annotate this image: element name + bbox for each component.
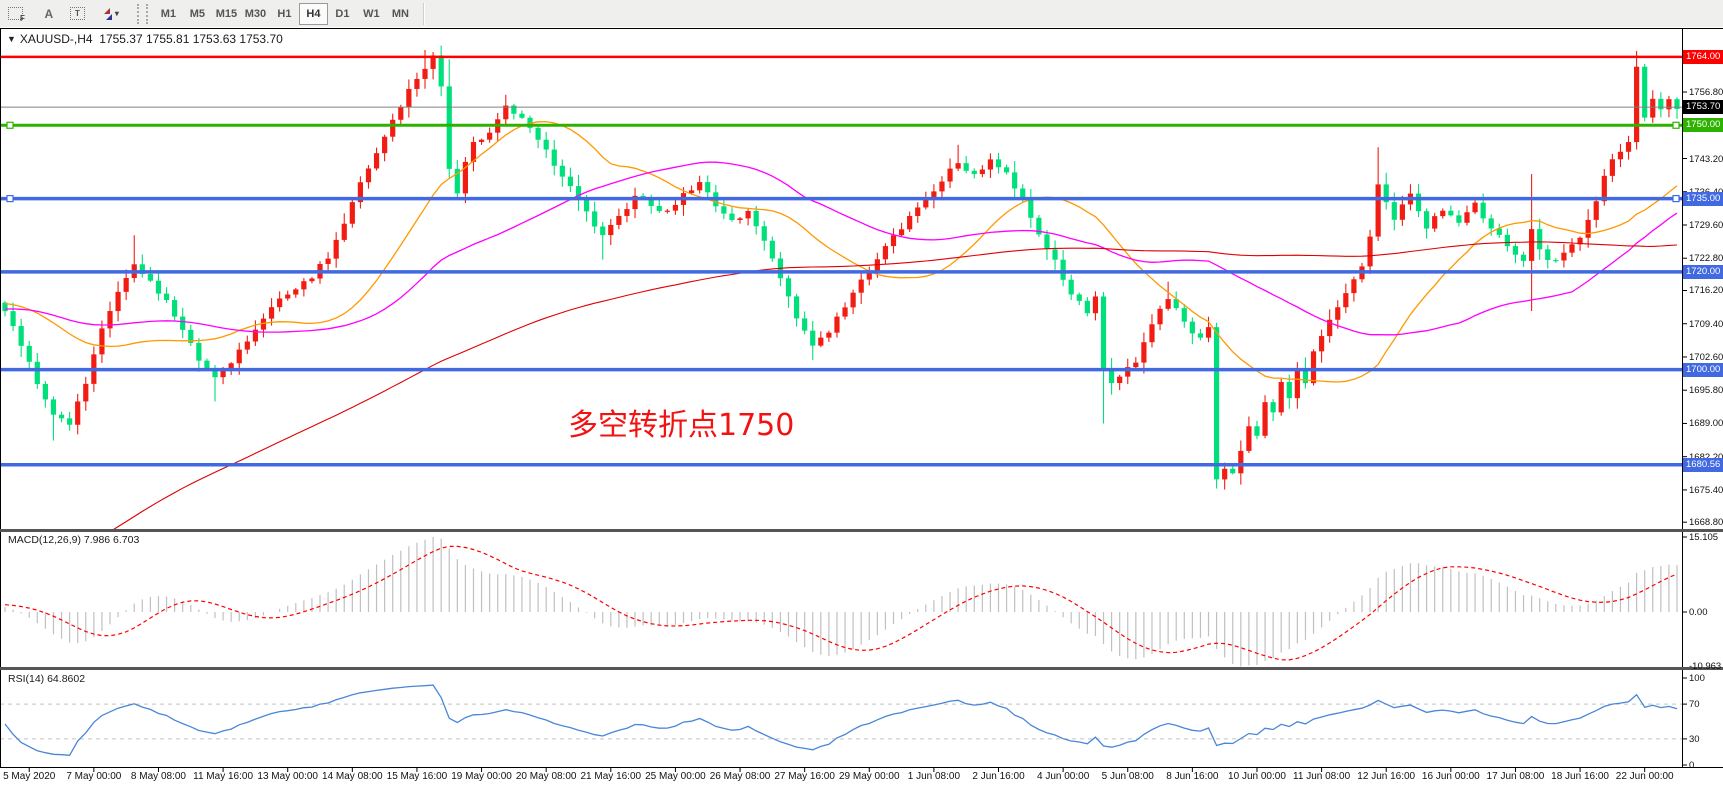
time-label: 12 Jun 16:00 (1357, 771, 1416, 782)
axis-label: 0 (1689, 760, 1695, 771)
timeframe-MN[interactable]: MN (391, 7, 409, 20)
ma-slow-line (111, 241, 1678, 530)
price-badge: 1735.00 (1683, 191, 1723, 206)
axis-label: 1668.80 (1689, 517, 1723, 529)
chart-canvas[interactable] (0, 28, 1723, 774)
axis-label: 15.105 (1689, 532, 1719, 543)
time-axis[interactable]: 5 May 2020 7 May 00:00 8 May 08:00 11 May 1… (0, 770, 1723, 786)
time-label: 21 May 16:00 (580, 771, 642, 782)
time-label: 11 May 16:00 (193, 771, 254, 782)
time-label: 22 Jun 00:00 (1615, 771, 1674, 782)
timeframe-H1[interactable]: H1 (277, 7, 292, 20)
axis-label: 1743.20 (1689, 153, 1723, 165)
axis-label: 1709.40 (1689, 318, 1723, 330)
time-label: 25 May 00:00 (645, 771, 706, 782)
time-label: 17 Jun 08:00 (1486, 771, 1545, 782)
text-label-icon[interactable]: T (63, 3, 92, 25)
ma-fast-line (4, 120, 1678, 383)
panel-separator-macd[interactable] (0, 529, 1723, 532)
macd-signal-line (4, 545, 1678, 661)
symbol-timeframe: XAUUSD-,H4 (19, 32, 93, 46)
arrow-style-icon[interactable]: ▾ (94, 3, 126, 25)
time-label: 19 May 00:00 (451, 771, 512, 782)
price-badge: 1753.70 (1683, 100, 1723, 115)
axis-label: 100 (1689, 673, 1705, 684)
main-price-panel (2, 45, 1680, 530)
price-badge: 1700.00 (1683, 362, 1723, 377)
axis-label: 1689.00 (1689, 418, 1723, 430)
grid-box-icon (8, 7, 23, 20)
time-label: 7 May 00:00 (66, 771, 122, 782)
toolbar-separator (422, 2, 425, 25)
timeframe-M1[interactable]: M1 (160, 7, 177, 20)
timeframe-M30[interactable]: M30 (244, 7, 267, 20)
macd-histogram (4, 537, 1678, 667)
chart-window: ▼ XAUUSD-,H4 1755.37 1755.81 1753.63 1753… (0, 27, 1723, 792)
time-label: 4 Jun 00:00 (1036, 771, 1090, 782)
axis-label: 1682.20 (1689, 451, 1723, 464)
symbol-dropdown-icon[interactable]: ▼ (7, 34, 16, 44)
time-label: 10 Jun 00:00 (1228, 771, 1286, 782)
axis-label: 70 (1689, 699, 1700, 711)
axis-label: 1756.80 (1689, 87, 1723, 99)
axis-label: 1695.80 (1689, 385, 1723, 397)
time-label: 20 May 08:00 (515, 771, 577, 782)
rsi-line (4, 684, 1678, 756)
time-label: 8 Jun 16:00 (1166, 771, 1219, 782)
axis-label: 1702.60 (1689, 351, 1723, 363)
time-label: 29 May 00:00 (838, 771, 900, 782)
hline-handle[interactable] (1672, 121, 1680, 129)
chart-title: ▼ XAUUSD-,H4 1755.37 1755.81 1753.63 1753… (7, 32, 283, 46)
timeframe-H4[interactable]: H4 (298, 2, 328, 25)
price-badge: 1680.56 (1683, 457, 1723, 472)
toolbar: F A T ▾ M1 M5 M15 M30 H1 H4 D1 W1 MN (0, 0, 1723, 28)
panel-separator-rsi[interactable] (0, 667, 1723, 670)
price-badge: 1720.00 (1683, 264, 1723, 279)
time-label: 5 Jun 08:00 (1101, 771, 1154, 782)
macd-panel (4, 537, 1678, 667)
rsi-panel (0, 684, 1682, 756)
text-annotation[interactable]: 多空转折点1750 (568, 408, 795, 443)
time-label: 14 May 08:00 (322, 771, 383, 782)
timeframe-M15[interactable]: M15 (215, 7, 238, 20)
text-a-icon[interactable]: A (37, 3, 61, 25)
double-arrow-icon (103, 7, 112, 20)
time-label: 1 Jun 08:00 (907, 771, 961, 782)
time-label: 26 May 08:00 (709, 771, 771, 782)
timeframe-buttons: M1 M5 M15 M30 H1 H4 D1 W1 MN (154, 2, 415, 25)
time-label: 18 Jun 16:00 (1551, 771, 1609, 782)
axis-label: 1729.60 (1689, 219, 1723, 231)
time-label: 5 May 2020 (3, 771, 56, 782)
timeframe-D1[interactable]: D1 (335, 7, 350, 20)
ma-mid-line (4, 161, 1678, 336)
ohlc-values: 1755.37 1755.81 1753.63 1753.70 (99, 32, 283, 46)
axis-label: 30 (1689, 733, 1700, 745)
boxed-t-icon: T (69, 7, 85, 20)
time-label: 13 May 00:00 (257, 771, 319, 782)
timeframe-M5[interactable]: M5 (189, 7, 206, 20)
hline-handle[interactable] (6, 194, 14, 203)
hline-handle[interactable] (1672, 194, 1680, 203)
axis-label: 1716.20 (1689, 285, 1723, 297)
axis-label: -10.963 (1689, 661, 1722, 673)
toolbar-grip[interactable] (136, 3, 148, 24)
hline-handle[interactable] (6, 121, 14, 129)
candles-layer (2, 45, 1680, 490)
dropdown-caret-icon: ▾ (114, 9, 119, 18)
axis-label: 1722.80 (1689, 253, 1723, 265)
rsi-indicator-label: RSI(14) 64.8602 (8, 673, 86, 685)
time-label: 8 May 08:00 (130, 771, 186, 782)
dotted-grid-f-icon[interactable]: F (1, 3, 35, 25)
timeframe-W1[interactable]: W1 (363, 7, 380, 20)
axis-label: 1675.40 (1689, 484, 1723, 496)
time-label: 11 Jun 08:00 (1293, 771, 1351, 782)
macd-indicator-label: MACD(12,26,9) 7.986 6.703 (8, 534, 140, 546)
time-label: 2 Jun 16:00 (972, 771, 1025, 782)
price-badge: 1764.00 (1683, 49, 1723, 64)
time-label: 27 May 16:00 (774, 771, 835, 782)
time-label: 16 Jun 00:00 (1421, 771, 1480, 782)
time-label: 15 May 16:00 (386, 771, 448, 782)
axis-label: 0.00 (1689, 607, 1708, 618)
price-badge: 1750.00 (1683, 118, 1723, 133)
